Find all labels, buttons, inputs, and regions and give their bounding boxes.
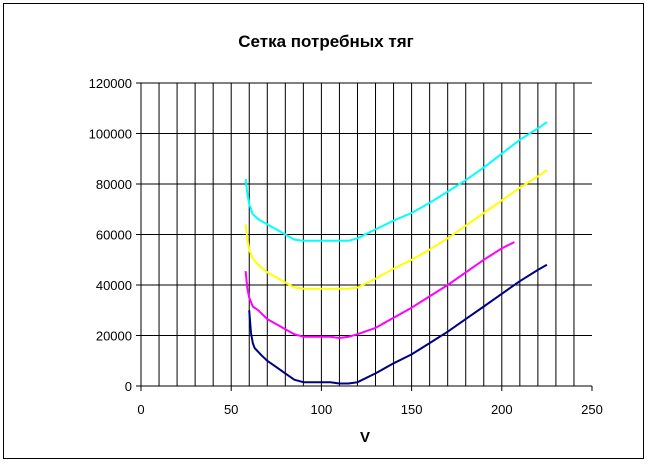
x-tick-label: 150 bbox=[401, 402, 423, 417]
x-axis-title: V bbox=[360, 429, 370, 446]
x-tick-label: 250 bbox=[581, 402, 603, 417]
series-line-2 bbox=[244, 169, 548, 290]
y-tick-label: 120000 bbox=[89, 76, 132, 91]
y-tick-label: 100000 bbox=[89, 127, 132, 142]
x-tick-label: 50 bbox=[224, 402, 238, 417]
y-tick-label: 60000 bbox=[96, 228, 132, 243]
x-tick-label: 0 bbox=[137, 402, 144, 417]
series-line-4 bbox=[248, 263, 548, 385]
x-tick-label: 100 bbox=[311, 402, 333, 417]
chart-frame: Сетка потребных тяг 0 20000 40000 60000 8000… bbox=[3, 3, 644, 459]
tick-labels: 0 20000 40000 60000 80000 100000 120000 0 50 100 1… bbox=[89, 76, 603, 417]
series-line-1 bbox=[244, 121, 548, 242]
y-tick-label: 20000 bbox=[96, 329, 132, 344]
x-tick-label: 200 bbox=[491, 402, 513, 417]
chart-title: Сетка потребных тяг bbox=[238, 32, 413, 51]
line-chart: Сетка потребных тяг 0 20000 40000 60000 8000… bbox=[89, 32, 603, 446]
y-tick-label: 40000 bbox=[96, 278, 132, 293]
grid bbox=[141, 82, 592, 387]
series-group bbox=[244, 121, 548, 385]
series-line-3 bbox=[244, 241, 515, 339]
y-tick-label: 80000 bbox=[96, 177, 132, 192]
y-tick-label: 0 bbox=[125, 379, 132, 394]
axes bbox=[136, 82, 593, 391]
